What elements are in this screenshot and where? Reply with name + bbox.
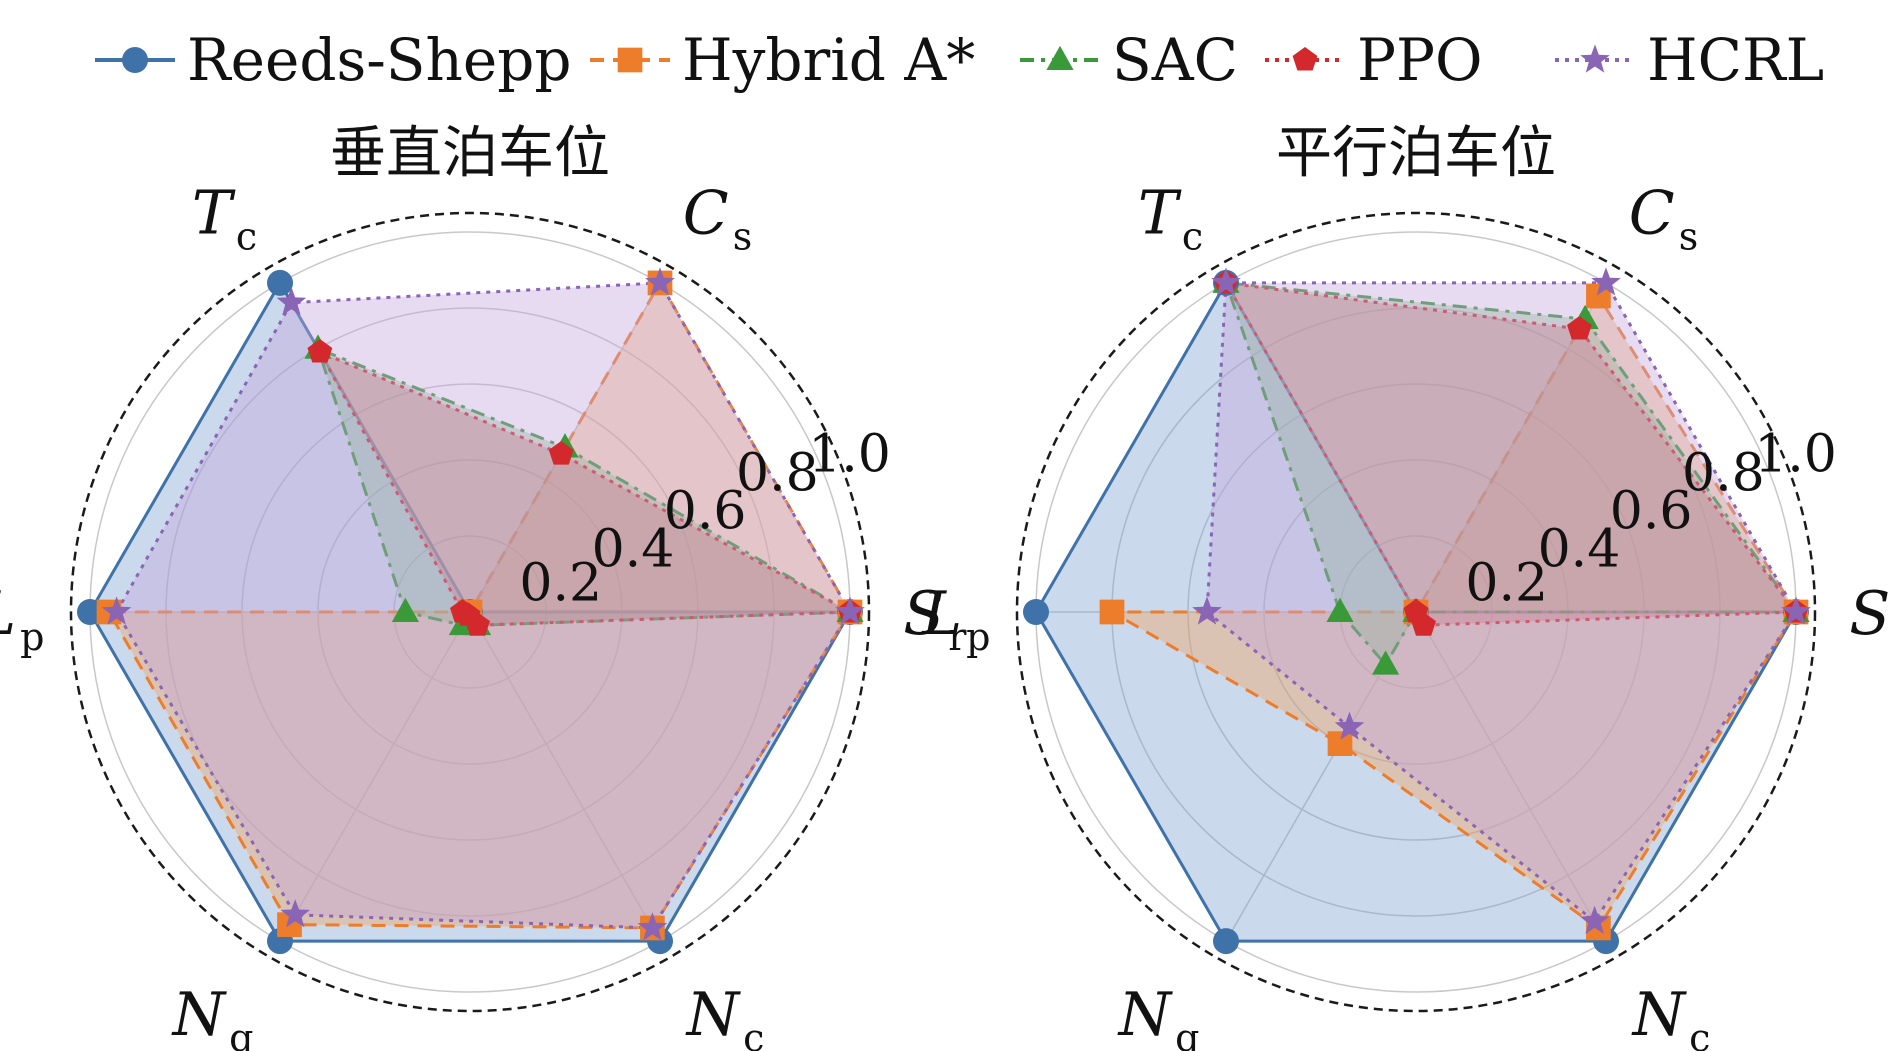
legend-marker-star-icon	[1580, 44, 1610, 73]
legend-label: Hybrid A*	[682, 26, 975, 94]
radial-tick-label: 0.8	[1682, 443, 1765, 503]
legend-entry-reeds-shepp: Reeds-Shepp	[95, 26, 571, 94]
outer-frame	[1015, 211, 1817, 1013]
data-point-star-icon	[645, 267, 675, 296]
data-point-triangle-icon	[1326, 597, 1354, 623]
legend-marker-square-icon	[617, 47, 643, 73]
data-point-pentagon-icon	[465, 612, 490, 636]
data-point-square-icon	[1327, 731, 1353, 756]
legend: Reeds-Shepp Hybrid A* SAC PPO HCRL	[95, 26, 1824, 94]
panel-title: 垂直泊车位	[330, 121, 610, 186]
data-point-star-icon	[276, 287, 307, 316]
data-point-star-icon	[101, 596, 132, 625]
radial-tick-label: 0.4	[592, 519, 675, 579]
data-point-square-icon	[1099, 599, 1125, 625]
radial-tick-label: 0.6	[1610, 481, 1693, 541]
radial-tick-label: 0.8	[736, 443, 819, 503]
data-point-circle-icon	[1213, 928, 1239, 955]
series-area-ppo	[316, 348, 856, 627]
data-point-star-icon	[1781, 596, 1811, 625]
legend-marker-circle-icon	[122, 47, 148, 73]
radar-panel-2: 平行泊车位 0.20.40.60.81.0 Sr Cs Tc Lp Ng Nc	[921, 121, 1890, 1051]
panel-title: 平行泊车位	[1276, 121, 1556, 186]
legend-entry-sac: SAC	[1020, 26, 1238, 94]
data-point-pentagon-icon	[548, 441, 574, 465]
legend-label: PPO	[1357, 26, 1483, 94]
radar-panel-1: 垂直泊车位 0.20.40.60.81.0 Sr Cs Tc Lp Ng Nc	[0, 121, 967, 1051]
data-point-star-icon	[637, 912, 668, 941]
data-point-circle-icon	[1023, 599, 1049, 625]
data-point-star-icon	[1192, 596, 1222, 625]
radial-tick-label: 0.2	[1465, 554, 1548, 614]
data-point-pentagon-icon	[1567, 316, 1592, 340]
data-point-star-icon	[1579, 905, 1610, 934]
grid-spoke	[1415, 611, 1607, 942]
data-point-star-icon	[835, 596, 865, 625]
legend-entry-hybrid-a-: Hybrid A*	[590, 26, 975, 94]
data-point-circle-icon	[77, 599, 103, 625]
axis-label-lp: Lp	[0, 579, 44, 659]
grid-spoke	[279, 611, 471, 942]
data-point-triangle-icon	[391, 597, 419, 623]
radial-tick-label: 0.6	[664, 481, 747, 541]
legend-label: HCRL	[1647, 26, 1824, 94]
data-point-star-icon	[1334, 711, 1365, 740]
data-point-triangle-icon	[1372, 650, 1400, 675]
legend-marker-pentagon-icon	[1292, 47, 1318, 71]
legend-marker-triangle-icon	[1046, 45, 1074, 71]
series-layer	[77, 267, 865, 955]
outer-frame	[69, 211, 871, 1013]
radial-tick-label: 1.0	[1754, 424, 1837, 484]
data-point-star-icon	[280, 899, 310, 928]
series-layer	[1023, 267, 1811, 955]
data-point-star-icon	[1591, 267, 1621, 296]
radial-tick-label: 0.4	[1538, 519, 1621, 579]
legend-entry-hcrl: HCRL	[1555, 26, 1824, 94]
legend-label: Reeds-Shepp	[187, 26, 571, 94]
data-point-pentagon-icon	[1411, 612, 1436, 636]
data-point-star-icon	[1211, 267, 1241, 296]
data-point-circle-icon	[267, 269, 293, 296]
legend-entry-ppo: PPO	[1265, 26, 1483, 94]
axis-label-sr: Sr	[1849, 579, 1890, 659]
data-point-pentagon-icon	[307, 339, 333, 363]
grid-spoke	[469, 611, 661, 942]
series-area-ppo	[1223, 281, 1799, 627]
radial-tick-label: 1.0	[808, 424, 891, 484]
legend-label: SAC	[1112, 26, 1238, 94]
radial-tick-label: 0.2	[519, 554, 602, 614]
